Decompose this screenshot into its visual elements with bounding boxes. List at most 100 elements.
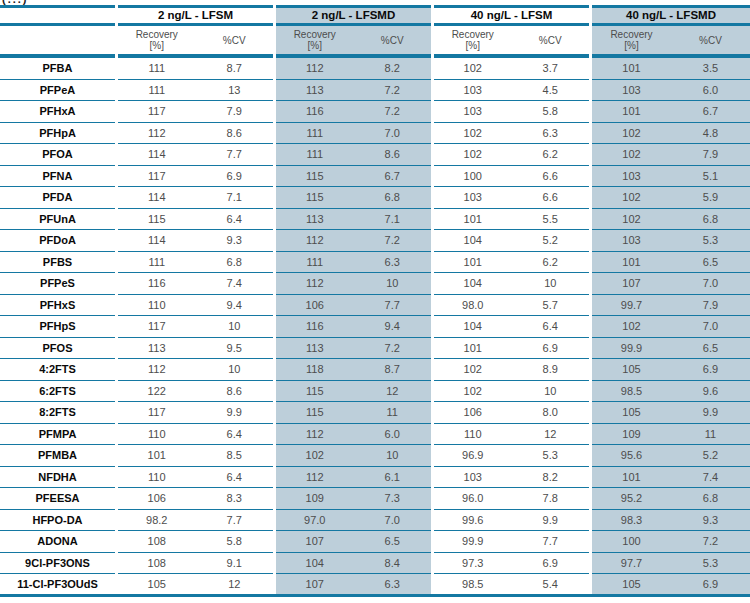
table-row: 1117.0 — [276, 123, 431, 145]
table-row: 1015.5 — [434, 209, 589, 231]
table-row: 1167.2 — [276, 101, 431, 123]
table-row: 1013.5 — [592, 58, 750, 80]
recovery-value: 103 — [434, 191, 512, 203]
cv-value: 3.5 — [671, 62, 750, 74]
compound-name: PFBA — [0, 58, 115, 80]
data-rows: 1023.71034.51035.81026.31026.21006.61036… — [434, 58, 589, 594]
cv-value: 6.9 — [671, 578, 750, 590]
table-row: 1025.9 — [592, 187, 750, 209]
table-row: 1059.9 — [592, 402, 750, 424]
cv-value: 6.9 — [512, 342, 590, 354]
table-row: 11511 — [276, 402, 431, 424]
recovery-value: 96.9 — [434, 449, 512, 461]
table-row: 1179.9 — [118, 402, 273, 424]
cv-value: 9.3 — [671, 514, 750, 526]
recovery-value: 101 — [592, 105, 671, 117]
cv-value: 8.7 — [354, 363, 432, 375]
cv-value: 6.4 — [196, 213, 274, 225]
cv-value: 7.3 — [354, 492, 432, 504]
recovery-value: 114 — [118, 191, 196, 203]
cv-value: 6.4 — [512, 320, 590, 332]
table-row: 1016.5 — [592, 252, 750, 274]
recovery-value: 112 — [276, 277, 354, 289]
cv-value: 7.4 — [671, 471, 750, 483]
table-row: 1106.4 — [118, 467, 273, 489]
cv-value: 6.2 — [512, 148, 590, 160]
recovery-value: 102 — [434, 62, 512, 74]
recovery-value: 109 — [276, 492, 354, 504]
subheader-row: Recovery [%] %CV — [592, 26, 750, 54]
recovery-value: 103 — [434, 84, 512, 96]
table-row: 1045.2 — [434, 230, 589, 252]
cv-value: 7.2 — [671, 535, 750, 547]
table-row: 1068.3 — [118, 488, 273, 510]
cv-value: 9.5 — [196, 342, 274, 354]
table-row: 11012 — [434, 424, 589, 446]
table-row: 1016.9 — [434, 338, 589, 360]
cv-value: 7.1 — [354, 213, 432, 225]
cv-value: 6.5 — [671, 342, 750, 354]
column-group-40ngL-lfsm: 40 ng/L - LFSM Recovery [%] %CV 1023.710… — [434, 5, 589, 594]
cv-value: 9.9 — [671, 406, 750, 418]
cv-value: 7.7 — [196, 148, 274, 160]
subheader-row: Recovery [%] %CV — [276, 26, 431, 54]
cv-value: 6.5 — [671, 256, 750, 268]
table-row: 96.95.3 — [434, 445, 589, 467]
compound-rows: PFBAPFPeAPFHxAPFHpAPFOAPFNAPFDAPFUnAPFDo… — [0, 58, 115, 594]
recovery-value: 110 — [434, 428, 512, 440]
cv-value: 8.4 — [354, 557, 432, 569]
table-row: 1028.9 — [434, 359, 589, 381]
compound-name: ADONA — [0, 531, 115, 553]
compound-name: 11-Cl-PF3OUdS — [0, 574, 115, 594]
table-row: 1048.4 — [276, 553, 431, 575]
cv-value: 8.7 — [196, 62, 274, 74]
table-row: 1036.0 — [592, 80, 750, 102]
cv-value: 7.1 — [196, 191, 274, 203]
group-header: 2 ng/L - LFSMD — [276, 8, 431, 23]
recovery-value: 103 — [434, 471, 512, 483]
recovery-value: 111 — [276, 256, 354, 268]
table-row: 1109.4 — [118, 295, 273, 317]
recovery-value: 107 — [276, 535, 354, 547]
table-row: 1097.3 — [276, 488, 431, 510]
recovery-value: 102 — [592, 213, 671, 225]
recovery-value: 116 — [276, 320, 354, 332]
recovery-value: 105 — [592, 363, 671, 375]
table-row: 1035.3 — [592, 230, 750, 252]
cv-value: 4.8 — [671, 127, 750, 139]
table-row: 1137.2 — [276, 338, 431, 360]
recovery-value: 107 — [592, 277, 671, 289]
cv-value: 6.5 — [354, 535, 432, 547]
cv-value: 6.4 — [196, 428, 274, 440]
cv-value: 5.9 — [671, 191, 750, 203]
cv-subheader: %CV — [196, 26, 274, 54]
recovery-value: 97.3 — [434, 557, 512, 569]
recovery-value: 117 — [118, 170, 196, 182]
recovery-value: 115 — [118, 213, 196, 225]
cv-value: 8.9 — [512, 363, 590, 375]
table-row: 1127.2 — [276, 230, 431, 252]
recovery-value: 113 — [276, 342, 354, 354]
cv-value: 5.1 — [671, 170, 750, 182]
recovery-value: 112 — [276, 471, 354, 483]
recovery-value: 112 — [276, 428, 354, 440]
table-row: 1089.1 — [118, 553, 273, 575]
recovery-value: 103 — [592, 234, 671, 246]
recovery-value: 102 — [592, 148, 671, 160]
cv-value: 13 — [196, 84, 274, 96]
compound-name: PFHpS — [0, 316, 115, 338]
recovery-unit-label: [%] — [624, 40, 638, 51]
cv-value: 8.6 — [196, 385, 274, 397]
table-row: 1034.5 — [434, 80, 589, 102]
table-row: 1167.4 — [118, 273, 273, 295]
compound-name: PFHpA — [0, 123, 115, 145]
table-row: 1035.1 — [592, 166, 750, 188]
column-group-2ngL-lfsmd: 2 ng/L - LFSMD Recovery [%] %CV 1128.211… — [276, 5, 431, 594]
recovery-value: 111 — [276, 127, 354, 139]
recovery-value: 102 — [276, 449, 354, 461]
table-row: 10512 — [118, 574, 273, 594]
recovery-value: 101 — [592, 256, 671, 268]
cv-value: 7.7 — [196, 514, 274, 526]
table-row: 1076.3 — [276, 574, 431, 594]
recovery-value: 113 — [118, 342, 196, 354]
